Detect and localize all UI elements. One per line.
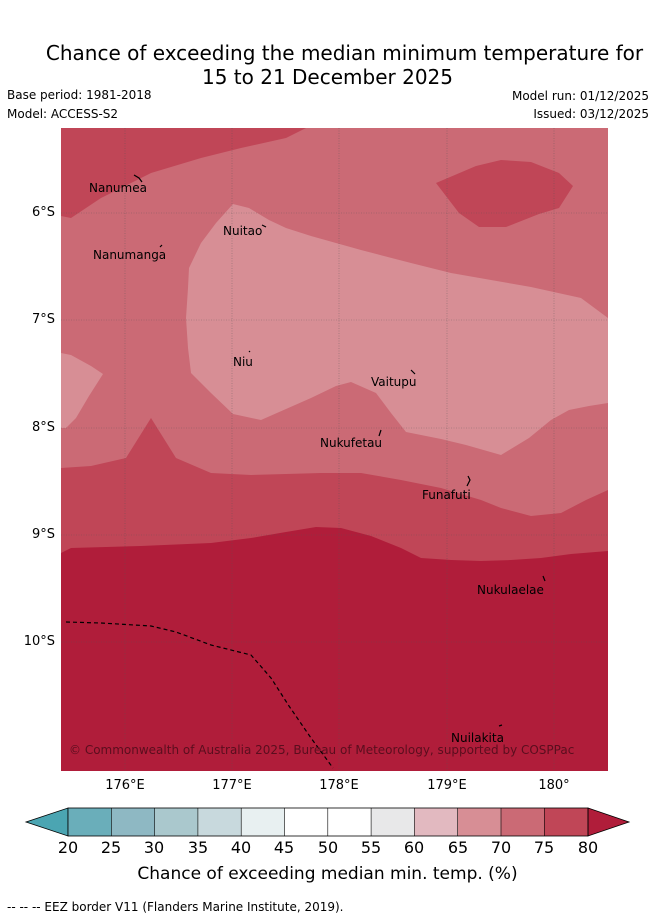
eez-legend-note: -- -- -- EEZ border V11 (Flanders Marine… xyxy=(7,900,344,914)
colorbar-swatch-45-50 xyxy=(284,808,328,836)
colorbar-tick-65: 65 xyxy=(447,838,469,857)
island-nuitao-shape xyxy=(261,224,267,228)
lon-label-177e: 177°E xyxy=(212,778,252,793)
colorbar-low-extension xyxy=(24,807,69,837)
colorbar-swatch-30-35 xyxy=(154,808,198,836)
lon-label-176e: 176°E xyxy=(105,778,145,793)
eez-border xyxy=(65,621,334,769)
base-period: Base period: 1981-2018 xyxy=(7,88,152,102)
island-nuilakita-shape xyxy=(498,724,503,727)
island-vaitupu-shape xyxy=(410,369,416,375)
island-funafuti-shape xyxy=(466,475,471,487)
lat-label-8s: 8°S xyxy=(31,420,55,435)
colorbar-swatch-35-40 xyxy=(197,808,242,836)
colorbar-swatch-50-55 xyxy=(327,808,372,836)
colorbar-tick-75: 75 xyxy=(533,838,555,857)
colorbar-tick-60: 60 xyxy=(403,838,425,857)
lon-label-180: 180° xyxy=(538,778,570,793)
island-niu-shape xyxy=(248,350,251,353)
lat-label-7s: 7°S xyxy=(31,312,55,327)
colorbar-tick-30: 30 xyxy=(143,838,165,857)
colorbar-swatch-70-75 xyxy=(501,808,545,836)
lon-label-179e: 179°E xyxy=(427,778,467,793)
layer-75-80-north xyxy=(61,128,306,218)
label-funafuti: Funafuti xyxy=(422,488,471,502)
label-nanumanga: Nanumanga xyxy=(93,248,166,262)
label-vaitupu: Vaitupu xyxy=(371,375,417,389)
islands xyxy=(133,174,546,727)
island-nukulaelae-shape xyxy=(542,575,546,582)
colorbar-tick-45: 45 xyxy=(273,838,295,857)
colorbar-swatch-25-30 xyxy=(111,808,155,836)
layer-65-70-west xyxy=(61,353,103,428)
graticule xyxy=(61,128,608,771)
layer-65-70-central xyxy=(186,204,608,455)
colorbar-tick-55: 55 xyxy=(360,838,382,857)
copyright-notice: © Commonwealth of Australia 2025, Bureau… xyxy=(69,743,574,757)
label-nuitao: Nuitao xyxy=(223,224,262,238)
issued-date: Issued: 03/12/2025 xyxy=(533,107,649,121)
lat-label-6s: 6°S xyxy=(31,205,55,220)
colorbar-tick-25: 25 xyxy=(100,838,122,857)
colorbar-tick-50: 50 xyxy=(317,838,339,857)
label-nukulaelae: Nukulaelae xyxy=(477,583,544,597)
colorbar-tick-80: 80 xyxy=(577,838,599,857)
island-nanumanga-shape xyxy=(159,244,163,248)
island-nanumea-shape xyxy=(133,174,143,183)
island-nukufetau-shape xyxy=(378,429,382,437)
lat-label-9s: 9°S xyxy=(31,527,55,542)
lon-label-178e: 178°E xyxy=(319,778,359,793)
layer-75-80-northeast xyxy=(436,160,573,227)
layer-80-plus xyxy=(61,527,608,771)
colorbar xyxy=(24,807,631,837)
colorbar-high-extension xyxy=(587,807,631,837)
map-panel[interactable]: Nanumea Nuitao Nanumanga Niu Vaitupu Nuk… xyxy=(61,128,608,771)
colorbar-swatch-65-70 xyxy=(457,808,501,836)
colorbar-swatch-55-60 xyxy=(371,808,415,836)
colorbar-swatch-40-45 xyxy=(241,808,285,836)
colorbar-tick-40: 40 xyxy=(230,838,252,857)
colorbar-swatch-20-25 xyxy=(68,808,112,836)
colorbar-tick-35: 35 xyxy=(187,838,209,857)
model-run: Model run: 01/12/2025 xyxy=(511,89,649,103)
map-title-line2: 15 to 21 December 2025 xyxy=(201,65,453,89)
lat-label-10s: 10°S xyxy=(23,634,55,649)
map-title-line1: Chance of exceeding the median minimum t… xyxy=(45,41,644,65)
colorbar-title: Chance of exceeding median min. temp. (%… xyxy=(137,864,518,884)
label-niu: Niu xyxy=(233,355,253,369)
label-nukufetau: Nukufetau xyxy=(320,436,382,450)
colorbar-swatch-75-80 xyxy=(544,808,588,836)
map-svg: Nanumea Nuitao Nanumanga Niu Vaitupu Nuk… xyxy=(61,128,608,771)
model-name: Model: ACCESS-S2 xyxy=(7,107,119,121)
label-nanumea: Nanumea xyxy=(89,181,147,195)
colorbar-tick-20: 20 xyxy=(57,838,79,857)
label-nuilakita: Nuilakita xyxy=(451,731,504,745)
colorbar-swatch-60-65 xyxy=(414,808,458,836)
colorbar-tick-70: 70 xyxy=(490,838,512,857)
